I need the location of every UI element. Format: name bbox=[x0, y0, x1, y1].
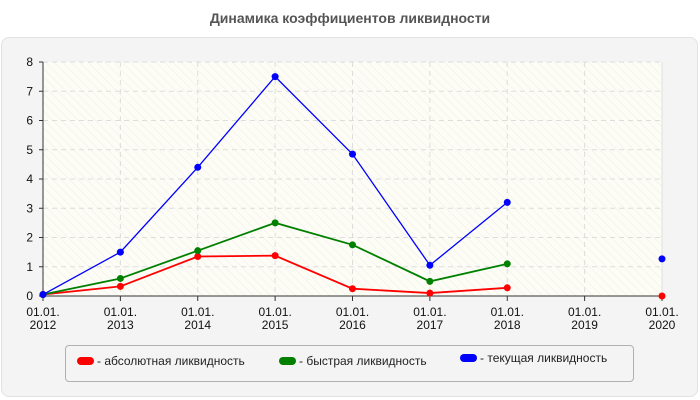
data-point[interactable] bbox=[194, 247, 202, 255]
data-point[interactable] bbox=[658, 292, 666, 300]
y-tick-label: 5 bbox=[26, 143, 33, 157]
data-point[interactable] bbox=[426, 261, 434, 269]
y-tick-label: 7 bbox=[26, 84, 33, 98]
x-tick-label: 01.01. bbox=[645, 305, 678, 319]
data-point[interactable] bbox=[426, 277, 434, 285]
data-point[interactable] bbox=[194, 253, 202, 261]
y-tick-label: 0 bbox=[26, 289, 33, 303]
series-0000ff bbox=[39, 73, 666, 299]
legend-swatch-green bbox=[279, 357, 296, 365]
data-point[interactable] bbox=[503, 198, 511, 206]
x-tick-label: 01.01. bbox=[336, 305, 369, 319]
data-point[interactable] bbox=[349, 285, 356, 293]
x-tick-label: 2017 bbox=[417, 318, 444, 332]
y-tick-label: 8 bbox=[26, 55, 33, 69]
x-tick-label: 2015 bbox=[262, 318, 289, 332]
data-point[interactable] bbox=[271, 219, 279, 227]
x-tick-label: 01.01. bbox=[26, 305, 59, 319]
legend-label: - текущая ликвидность bbox=[480, 351, 608, 365]
x-tick-label: 01.01. bbox=[491, 305, 524, 319]
data-point[interactable] bbox=[271, 252, 279, 260]
data-point[interactable] bbox=[271, 73, 279, 81]
legend-label: - быстрая ликвидность bbox=[299, 354, 427, 368]
data-point[interactable] bbox=[39, 291, 47, 299]
chart-title: Динамика коэффициентов ликвидности bbox=[209, 10, 491, 26]
legend-swatch-red bbox=[77, 357, 94, 365]
y-tick-label: 3 bbox=[26, 201, 33, 215]
x-tick-label: 01.01. bbox=[181, 305, 214, 319]
data-point[interactable] bbox=[116, 282, 124, 290]
legend-item-absolute: - абсолютная ликвидность bbox=[77, 354, 245, 368]
x-tick-label: 2014 bbox=[184, 318, 211, 332]
legend-item-quick: - быстрая ликвидность bbox=[279, 354, 427, 368]
x-tick-label: 2012 bbox=[30, 318, 57, 332]
data-point[interactable] bbox=[426, 289, 434, 297]
x-tick-label: 2020 bbox=[649, 318, 676, 332]
legend-swatch-blue bbox=[460, 354, 477, 362]
data-point[interactable] bbox=[116, 274, 124, 282]
x-tick-label: 2019 bbox=[571, 318, 598, 332]
x-tick-label: 2013 bbox=[107, 318, 134, 332]
y-tick-label: 6 bbox=[26, 114, 33, 128]
data-point[interactable] bbox=[194, 163, 202, 171]
x-tick-label: 01.01. bbox=[258, 305, 291, 319]
y-tick-label: 2 bbox=[26, 231, 33, 245]
x-tick-label: 2016 bbox=[339, 318, 366, 332]
series-008000 bbox=[39, 219, 511, 299]
x-tick-label: 2018 bbox=[494, 318, 521, 332]
y-tick-label: 1 bbox=[26, 260, 33, 274]
legend-label: - абсолютная ликвидность bbox=[97, 354, 245, 368]
legend: - абсолютная ликвидность - быстрая ликви… bbox=[65, 345, 634, 382]
data-point[interactable] bbox=[116, 248, 124, 256]
data-series bbox=[39, 73, 666, 300]
grid-lines bbox=[43, 61, 662, 296]
x-tick-label: 01.01. bbox=[104, 305, 137, 319]
x-tick-label: 01.01. bbox=[413, 305, 446, 319]
y-tick-label: 4 bbox=[26, 172, 33, 186]
data-point[interactable] bbox=[658, 255, 666, 263]
data-point[interactable] bbox=[349, 241, 356, 249]
data-point[interactable] bbox=[349, 150, 356, 158]
x-tick-label: 01.01. bbox=[568, 305, 601, 319]
axis-labels: 01234567801.01.201201.01.201301.01.20140… bbox=[26, 55, 678, 332]
data-point[interactable] bbox=[503, 284, 511, 292]
legend-item-current: - текущая ликвидность bbox=[460, 351, 607, 365]
data-point[interactable] bbox=[503, 260, 511, 268]
